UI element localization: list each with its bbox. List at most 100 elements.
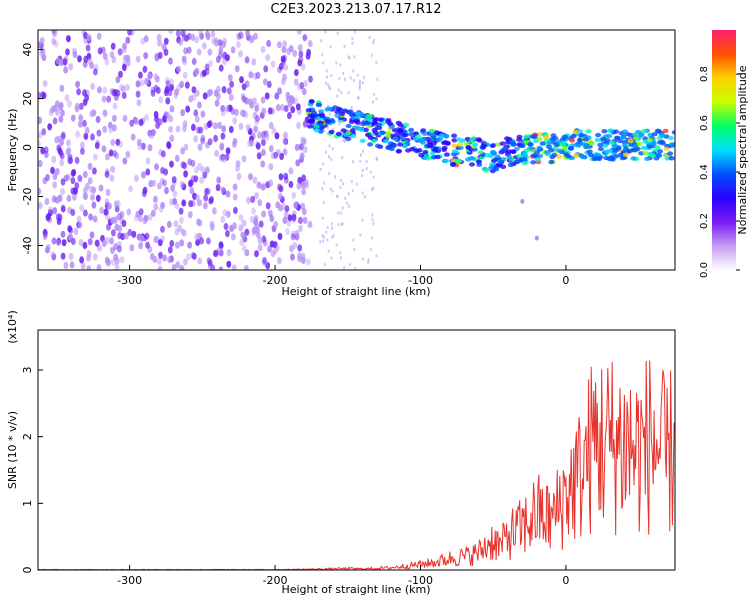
ridge-blob [324, 107, 331, 112]
noise-blob [70, 177, 76, 185]
noise-dot [341, 206, 344, 210]
noise-blob [75, 130, 80, 138]
ridge-blob [548, 159, 555, 165]
noise-blob [200, 137, 206, 145]
ridge-blob [551, 152, 558, 158]
noise-blob [236, 172, 242, 181]
noise-blob [275, 104, 281, 112]
ridge-blob [400, 137, 407, 142]
noise-blob [119, 256, 125, 264]
ridge-blob [403, 122, 410, 127]
ridge-blob [617, 138, 624, 144]
noise-blob [265, 54, 271, 62]
noise-blob [278, 62, 284, 70]
noise-blob [278, 173, 284, 181]
noise-dot [328, 85, 331, 89]
noise-blob [187, 158, 193, 166]
noise-blob [122, 42, 127, 50]
noise-dot [325, 230, 328, 234]
ridge-blob [602, 143, 609, 148]
noise-blob [109, 51, 115, 59]
ridge-blob [546, 144, 553, 149]
noise-blob [86, 265, 92, 270]
noise-blob [267, 209, 273, 217]
noise-blob [194, 89, 200, 97]
noise-blob [191, 86, 197, 94]
noise-blob [102, 52, 108, 60]
noise-blob [235, 164, 240, 172]
noise-blob [264, 92, 270, 100]
noise-blob [93, 153, 98, 161]
noise-dot [359, 79, 361, 83]
noise-dot [329, 45, 332, 49]
noise-blob [110, 258, 116, 266]
noise-blob [195, 194, 200, 202]
noise-blob [147, 72, 153, 80]
noise-blob [241, 155, 247, 163]
noise-dot [331, 189, 334, 193]
x-tick-label: -300 [117, 574, 142, 587]
noise-blob [255, 142, 261, 150]
noise-blob [194, 166, 199, 174]
noise-blob [295, 103, 301, 111]
ridge-blob [563, 152, 570, 157]
noise-blob [301, 188, 306, 196]
noise-blob [220, 132, 226, 140]
ridge-blob [371, 127, 378, 133]
noise-dot [351, 37, 354, 41]
noise-blob [253, 32, 258, 40]
ridge-blob [594, 137, 601, 143]
noise-blob [166, 220, 172, 229]
noise-blob [306, 258, 311, 266]
noise-blob [155, 75, 160, 83]
noise-blob [303, 80, 308, 88]
noise-blob [214, 149, 220, 157]
noise-blob [187, 211, 193, 219]
noise-blob [104, 170, 110, 179]
noise-blob [125, 83, 130, 92]
noise-blob [172, 190, 178, 198]
noise-dot [324, 30, 327, 34]
noise-dot [338, 122, 341, 126]
ridge-blob [542, 134, 549, 140]
noise-dot [331, 147, 334, 151]
noise-blob [51, 195, 57, 203]
noise-dot [375, 254, 378, 258]
noise-blob [296, 30, 302, 35]
noise-blob [279, 152, 284, 161]
noise-blob [108, 149, 114, 157]
noise-blob [290, 97, 296, 105]
noise-blob [183, 143, 189, 151]
ridge-blob [476, 159, 482, 164]
y-tick-label: -40 [21, 237, 34, 255]
noise-dot [324, 263, 326, 267]
noise-blob [83, 209, 88, 217]
ridge-blob [359, 138, 366, 143]
noise-blob [196, 126, 201, 134]
noise-blob [134, 174, 139, 182]
ridge-blob [570, 134, 577, 139]
noise-blob [297, 83, 302, 91]
noise-blob [207, 259, 213, 267]
noise-blob [72, 193, 77, 201]
ridge-blob [476, 138, 483, 143]
noise-blob [224, 105, 230, 113]
noise-blob [288, 167, 294, 175]
noise-blob [261, 183, 267, 191]
spectrogram-x-axis-label: Height of straight line (km) [281, 285, 430, 298]
spectrogram-marks [38, 30, 675, 270]
noise-blob [168, 30, 174, 34]
ridge-blob [595, 132, 602, 138]
noise-dot [353, 55, 356, 59]
noise-blob [283, 105, 289, 113]
noise-blob [102, 109, 108, 117]
noise-blob [189, 187, 195, 195]
noise-blob [273, 151, 279, 159]
ridge-blob [444, 141, 451, 146]
noise-blob [87, 57, 93, 65]
noise-blob [281, 46, 287, 54]
noise-blob [50, 251, 56, 259]
ridge-blob [644, 156, 651, 161]
noise-blob [110, 165, 115, 173]
noise-blob [155, 86, 161, 94]
